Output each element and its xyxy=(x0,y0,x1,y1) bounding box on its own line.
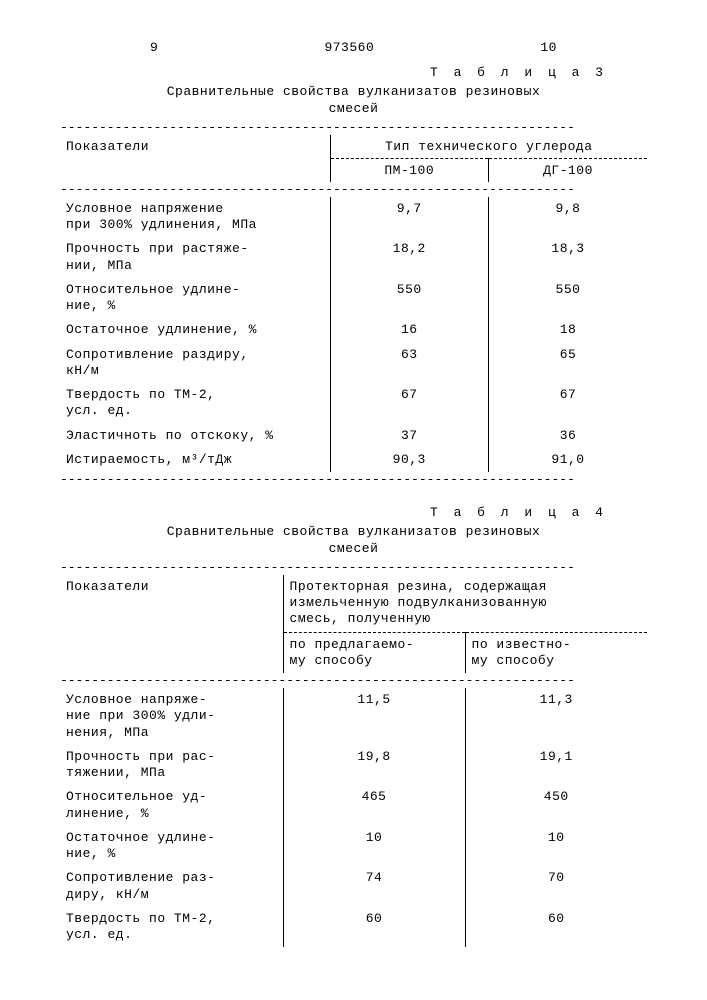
value-b: 11,3 xyxy=(465,688,647,745)
param-cell: Сопротивление раз-диру, кН/м xyxy=(60,866,283,907)
value-b: 91,0 xyxy=(489,448,648,472)
param-cell: Остаточное удлинение, % xyxy=(60,318,330,342)
param-cell: Сопротивление раздиру,кН/м xyxy=(60,343,330,384)
value-a: 9,7 xyxy=(330,197,488,238)
table4-col-a: по предлагаемо- му способу xyxy=(283,632,465,673)
value-a: 11,5 xyxy=(283,688,465,745)
value-b: 60 xyxy=(465,907,647,948)
page-num-right: 10 xyxy=(540,40,557,55)
table-row: Условное напряже-ние при 300% удли-нения… xyxy=(60,688,647,745)
value-a: 74 xyxy=(283,866,465,907)
value-b: 550 xyxy=(489,278,648,319)
param-cell: Относительное уд-линение, % xyxy=(60,785,283,826)
table-row: Эластичноть по отскоку, %3736 xyxy=(60,424,647,448)
table3-caption-l1: Сравнительные свойства вулканизатов рези… xyxy=(167,84,541,99)
table3: Показатели Тип технического углерода ПМ-… xyxy=(60,135,647,472)
table3-col-b: ДГ-100 xyxy=(489,158,648,182)
value-a: 465 xyxy=(283,785,465,826)
table4-rule-top: ----------------------------------------… xyxy=(60,560,647,575)
value-b: 36 xyxy=(489,424,648,448)
table-row: Твердость по ТМ-2,усл. ед.6060 xyxy=(60,907,647,948)
table4-col-group: Протекторная резина, содержащая измельче… xyxy=(283,575,647,632)
table3-caption-l2: смесей xyxy=(329,101,379,116)
table3-rule-mid: ----------------------------------------… xyxy=(60,182,647,197)
doc-number: 973560 xyxy=(324,40,374,55)
table4: Показатели Протекторная резина, содержащ… xyxy=(60,575,647,948)
value-b: 18,3 xyxy=(489,237,648,278)
value-b: 10 xyxy=(465,826,647,867)
table3-label: Т а б л и ц а 3 xyxy=(60,65,647,80)
table-row: Сопротивление раздиру,кН/м6365 xyxy=(60,343,647,384)
table3-rule-bottom: ----------------------------------------… xyxy=(60,472,647,487)
table-row: Сопротивление раз-диру, кН/м7470 xyxy=(60,866,647,907)
page-num-left: 9 xyxy=(150,40,158,55)
param-cell: Прочность при растяже-нии, МПа xyxy=(60,237,330,278)
table4-caption-l1: Сравнительные свойства вулканизатов рези… xyxy=(167,524,541,539)
table3-col-a: ПМ-100 xyxy=(330,158,488,182)
table3-caption: Сравнительные свойства вулканизатов рези… xyxy=(60,84,647,118)
value-a: 60 xyxy=(283,907,465,948)
value-b: 18 xyxy=(489,318,648,342)
table-row: Относительное удлине-ние, %550550 xyxy=(60,278,647,319)
param-cell: Условное напряже-ние при 300% удли-нения… xyxy=(60,688,283,745)
param-cell: Прочность при рас-тяжении, МПа xyxy=(60,745,283,786)
value-b: 19,1 xyxy=(465,745,647,786)
table4-col-param: Показатели xyxy=(60,575,283,673)
value-a: 18,2 xyxy=(330,237,488,278)
value-a: 19,8 xyxy=(283,745,465,786)
value-b: 67 xyxy=(489,383,648,424)
table-row: Истираемость, м³/тДж90,391,0 xyxy=(60,448,647,472)
value-a: 63 xyxy=(330,343,488,384)
table-row: Прочность при рас-тяжении, МПа19,819,1 xyxy=(60,745,647,786)
table4-rule-mid: ----------------------------------------… xyxy=(60,673,647,688)
value-b: 65 xyxy=(489,343,648,384)
param-cell: Твердость по ТМ-2,усл. ед. xyxy=(60,383,330,424)
value-a: 90,3 xyxy=(330,448,488,472)
table4-caption: Сравнительные свойства вулканизатов рези… xyxy=(60,524,647,558)
table-row: Условное напряжениепри 300% удлинения, М… xyxy=(60,197,647,238)
value-a: 10 xyxy=(283,826,465,867)
param-cell: Условное напряжениепри 300% удлинения, М… xyxy=(60,197,330,238)
value-b: 450 xyxy=(465,785,647,826)
value-b: 9,8 xyxy=(489,197,648,238)
param-cell: Истираемость, м³/тДж xyxy=(60,448,330,472)
table3-rule-top: ----------------------------------------… xyxy=(60,120,647,135)
table-row: Относительное уд-линение, %465450 xyxy=(60,785,647,826)
param-cell: Эластичноть по отскоку, % xyxy=(60,424,330,448)
table-row: Прочность при растяже-нии, МПа18,218,3 xyxy=(60,237,647,278)
table3-col-param: Показатели xyxy=(60,135,330,182)
value-a: 16 xyxy=(330,318,488,342)
table4-label: Т а б л и ц а 4 xyxy=(60,505,647,520)
table4-col-b: по известно- му способу xyxy=(465,632,647,673)
table-row: Твердость по ТМ-2,усл. ед.6767 xyxy=(60,383,647,424)
table3-col-group: Тип технического углерода xyxy=(330,135,647,159)
value-a: 67 xyxy=(330,383,488,424)
value-b: 70 xyxy=(465,866,647,907)
table4-caption-l2: смесей xyxy=(329,541,379,556)
table3-header-row1: Показатели Тип технического углерода xyxy=(60,135,647,159)
table-row: Остаточное удлинение, %1618 xyxy=(60,318,647,342)
page-header: 9 973560 10 xyxy=(60,40,647,65)
table4-header-row1: Показатели Протекторная резина, содержащ… xyxy=(60,575,647,632)
param-cell: Твердость по ТМ-2,усл. ед. xyxy=(60,907,283,948)
param-cell: Относительное удлине-ние, % xyxy=(60,278,330,319)
value-a: 37 xyxy=(330,424,488,448)
table-row: Остаточное удлине-ние, %1010 xyxy=(60,826,647,867)
value-a: 550 xyxy=(330,278,488,319)
param-cell: Остаточное удлине-ние, % xyxy=(60,826,283,867)
